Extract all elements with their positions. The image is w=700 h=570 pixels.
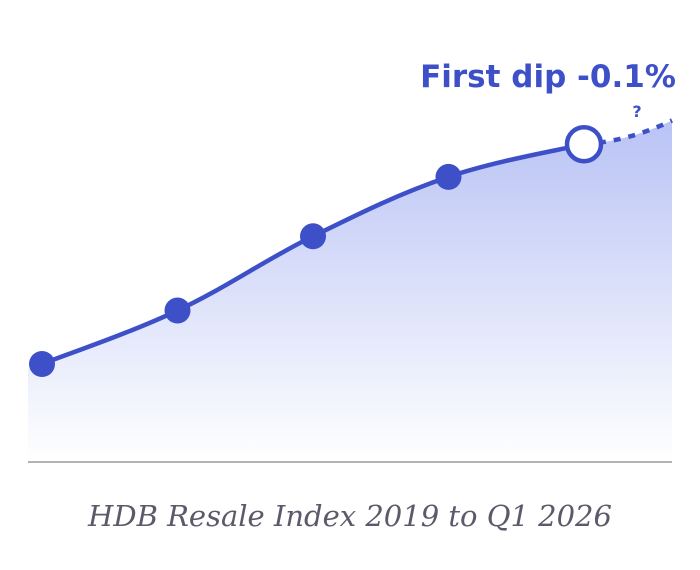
annotation-question: ? xyxy=(632,102,641,121)
chart-caption: HDB Resale Index 2019 to Q1 2026 xyxy=(87,499,612,533)
area-fill xyxy=(28,120,672,463)
data-points xyxy=(29,124,604,377)
annotation-label: First dip -0.1% xyxy=(420,59,676,95)
data-point xyxy=(164,297,191,324)
data-point xyxy=(300,223,326,250)
data-point xyxy=(29,351,55,377)
data-point-highlight xyxy=(564,124,604,164)
data-point xyxy=(435,163,462,190)
projection-line xyxy=(583,118,673,147)
